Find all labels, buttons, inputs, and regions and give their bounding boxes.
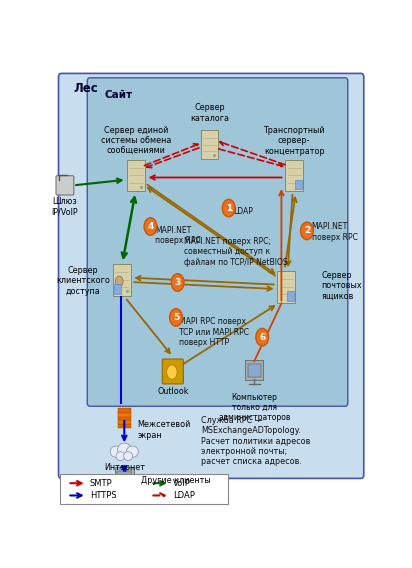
Circle shape xyxy=(144,218,157,235)
Text: LDAP: LDAP xyxy=(173,491,195,500)
Ellipse shape xyxy=(110,446,122,457)
FancyBboxPatch shape xyxy=(87,78,348,406)
Text: 4: 4 xyxy=(147,222,154,231)
Circle shape xyxy=(301,222,314,240)
FancyBboxPatch shape xyxy=(117,424,131,428)
Text: Лес: Лес xyxy=(74,82,98,95)
Text: Межсетевой
экран: Межсетевой экран xyxy=(138,420,191,440)
Text: Другие клиенты: Другие клиенты xyxy=(141,475,211,485)
Text: VoIP: VoIP xyxy=(173,479,191,488)
FancyBboxPatch shape xyxy=(117,471,131,485)
FancyBboxPatch shape xyxy=(113,264,131,295)
FancyBboxPatch shape xyxy=(114,285,121,294)
Circle shape xyxy=(222,199,235,217)
Text: Шлюз
IP/VoIP: Шлюз IP/VoIP xyxy=(52,197,78,216)
Text: HTTPS: HTTPS xyxy=(90,491,117,500)
Circle shape xyxy=(171,274,184,291)
FancyBboxPatch shape xyxy=(117,412,131,416)
Circle shape xyxy=(170,309,183,326)
Text: 5: 5 xyxy=(173,313,179,322)
Text: Сервер
почтовых
ящиков: Сервер почтовых ящиков xyxy=(321,271,362,301)
FancyBboxPatch shape xyxy=(56,176,74,195)
Text: 6: 6 xyxy=(259,333,265,341)
FancyBboxPatch shape xyxy=(117,420,131,424)
Ellipse shape xyxy=(126,446,138,457)
FancyBboxPatch shape xyxy=(59,73,364,478)
FancyBboxPatch shape xyxy=(285,160,303,191)
Ellipse shape xyxy=(124,452,133,461)
Text: Сайт: Сайт xyxy=(104,90,132,100)
FancyBboxPatch shape xyxy=(295,180,302,189)
FancyBboxPatch shape xyxy=(115,467,134,487)
Text: Outlook: Outlook xyxy=(157,387,189,395)
Text: Сервер единой
системы обмена
сообщениями: Сервер единой системы обмена сообщениями xyxy=(101,126,171,156)
Circle shape xyxy=(166,365,177,379)
Text: MAPI RPC поверх
TCP или MAPI RPC
поверх HTTP: MAPI RPC поверх TCP или MAPI RPC поверх … xyxy=(179,318,249,347)
FancyBboxPatch shape xyxy=(245,360,263,379)
Text: 3: 3 xyxy=(175,278,181,287)
FancyBboxPatch shape xyxy=(287,291,294,300)
Text: Компьютер
только для
администраторов: Компьютер только для администраторов xyxy=(218,392,290,423)
Text: MAPI.NET
поверх RPC: MAPI.NET поверх RPC xyxy=(312,223,358,242)
Text: Служба RPC —
MSExchangeADTopology.
Расчет политики адресов
электронной почты;
ра: Служба RPC — MSExchangeADTopology. Расче… xyxy=(201,416,310,466)
FancyBboxPatch shape xyxy=(277,271,295,303)
Text: Сервер
клиентского
доступа: Сервер клиентского доступа xyxy=(56,266,110,295)
FancyBboxPatch shape xyxy=(117,408,131,413)
Text: Интернет: Интернет xyxy=(104,463,145,471)
FancyBboxPatch shape xyxy=(201,130,218,159)
Circle shape xyxy=(256,328,269,346)
FancyBboxPatch shape xyxy=(127,160,145,191)
FancyBboxPatch shape xyxy=(248,364,260,377)
Text: 2: 2 xyxy=(304,227,310,235)
FancyBboxPatch shape xyxy=(60,474,228,504)
Ellipse shape xyxy=(116,452,125,461)
Ellipse shape xyxy=(117,443,131,456)
Text: 1: 1 xyxy=(226,203,232,212)
Text: SMTP: SMTP xyxy=(90,479,112,488)
FancyBboxPatch shape xyxy=(117,493,132,498)
Text: MAPI.NET поверх RPC;
совместный доступ к
файлам по TCP/IP NetBIOS: MAPI.NET поверх RPC; совместный доступ к… xyxy=(184,237,288,267)
Circle shape xyxy=(115,276,123,287)
Text: Транспортный
сервер-
концентратор: Транспортный сервер- концентратор xyxy=(263,126,325,156)
FancyBboxPatch shape xyxy=(117,416,131,420)
Text: LDAP: LDAP xyxy=(234,207,253,216)
Text: Сервер
каталога: Сервер каталога xyxy=(190,103,229,123)
Text: MAPI.NET
поверх RPC: MAPI.NET поверх RPC xyxy=(155,225,201,245)
FancyBboxPatch shape xyxy=(162,359,183,384)
